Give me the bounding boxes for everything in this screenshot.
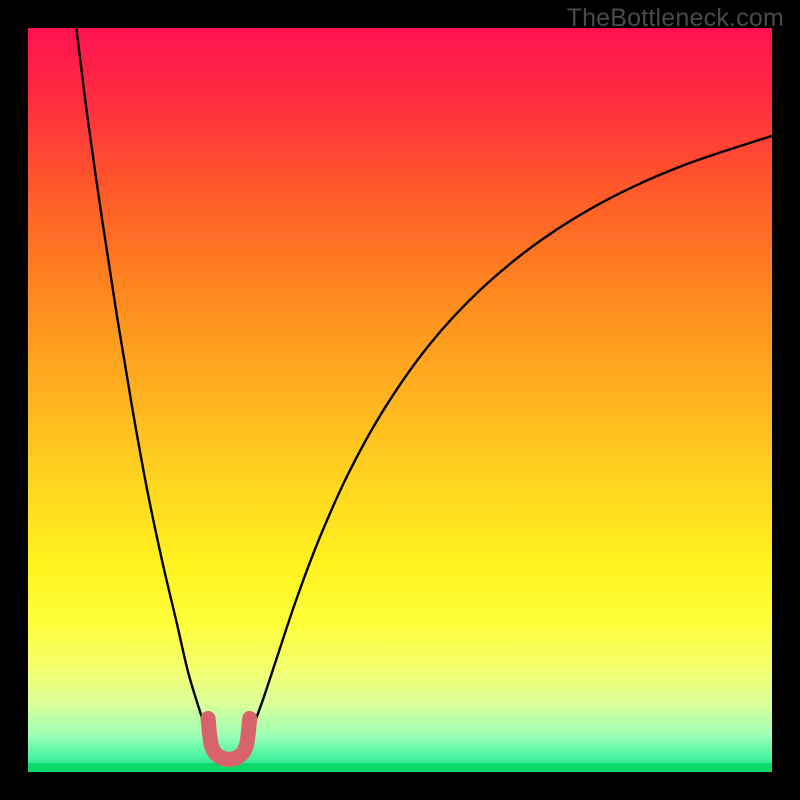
curve-layer — [28, 28, 772, 772]
chart-frame: TheBottleneck.com — [0, 0, 800, 800]
plot-area — [28, 28, 772, 772]
u-marker — [208, 718, 250, 759]
curve-right-branch — [244, 136, 772, 748]
curve-left-branch — [76, 28, 214, 748]
